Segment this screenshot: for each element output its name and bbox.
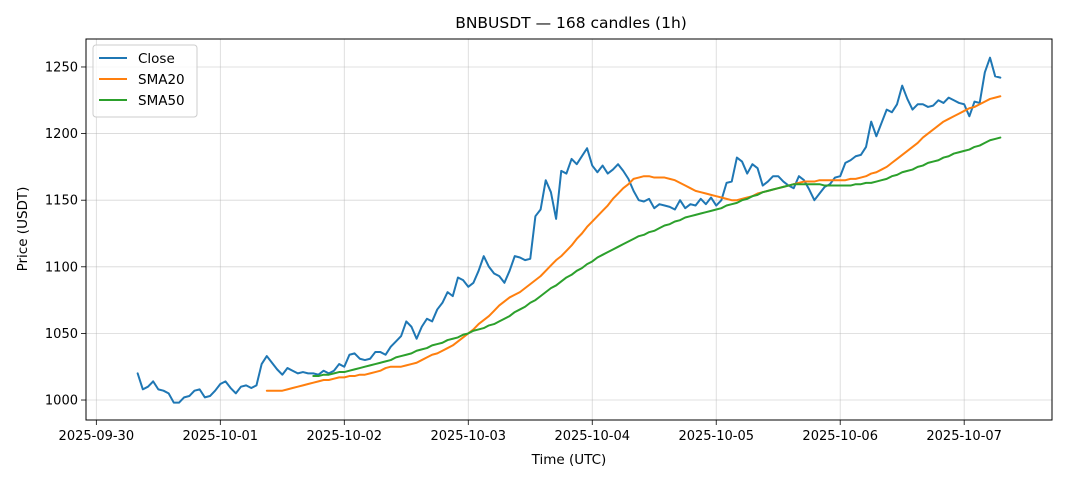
y-axis: 1000 1050 1100 1150 1200 1250 — [45, 60, 86, 409]
x-tick-label: 2025-10-06 — [802, 429, 878, 444]
y-tick-label: 1250 — [45, 60, 78, 75]
y-tick-label: 1000 — [45, 394, 78, 409]
x-axis-label: Time (UTC) — [531, 452, 607, 468]
x-tick-label: 2025-09-30 — [59, 429, 135, 444]
y-tick-label: 1050 — [45, 327, 78, 342]
series-line-sma20 — [265, 95, 1002, 392]
plot-background — [86, 39, 1052, 420]
x-tick-label: 2025-10-04 — [554, 429, 630, 444]
plot-frame — [85, 38, 1053, 421]
x-tick-label: 2025-10-07 — [926, 429, 1002, 444]
y-tick-label: 1100 — [45, 260, 78, 275]
y-tick-label: 1150 — [45, 194, 78, 209]
legend-label-close: Close — [138, 51, 175, 67]
series-line-close — [136, 56, 1002, 404]
x-tick-label: 2025-10-01 — [183, 429, 259, 444]
y-axis-label: Price (USDT) — [15, 187, 31, 272]
chart-title: BNBUSDT — 168 candles (1h) — [455, 14, 687, 32]
legend: Close SMA20 SMA50 — [92, 44, 198, 118]
x-tick-label: 2025-10-05 — [678, 429, 754, 444]
plot-area — [85, 38, 1053, 421]
series-line-sma50 — [312, 136, 1002, 378]
grid-lines — [86, 39, 1052, 420]
x-axis: 2025-09-30 2025-10-01 2025-10-02 2025-10-03… — [59, 420, 1002, 444]
legend-label-sma50: SMA50 — [138, 93, 185, 109]
y-tick-label: 1200 — [45, 127, 78, 142]
legend-label-sma20: SMA20 — [138, 72, 185, 88]
x-tick-label: 2025-10-02 — [307, 429, 383, 444]
series-layer — [136, 56, 1002, 404]
x-tick-label: 2025-10-03 — [430, 429, 506, 444]
